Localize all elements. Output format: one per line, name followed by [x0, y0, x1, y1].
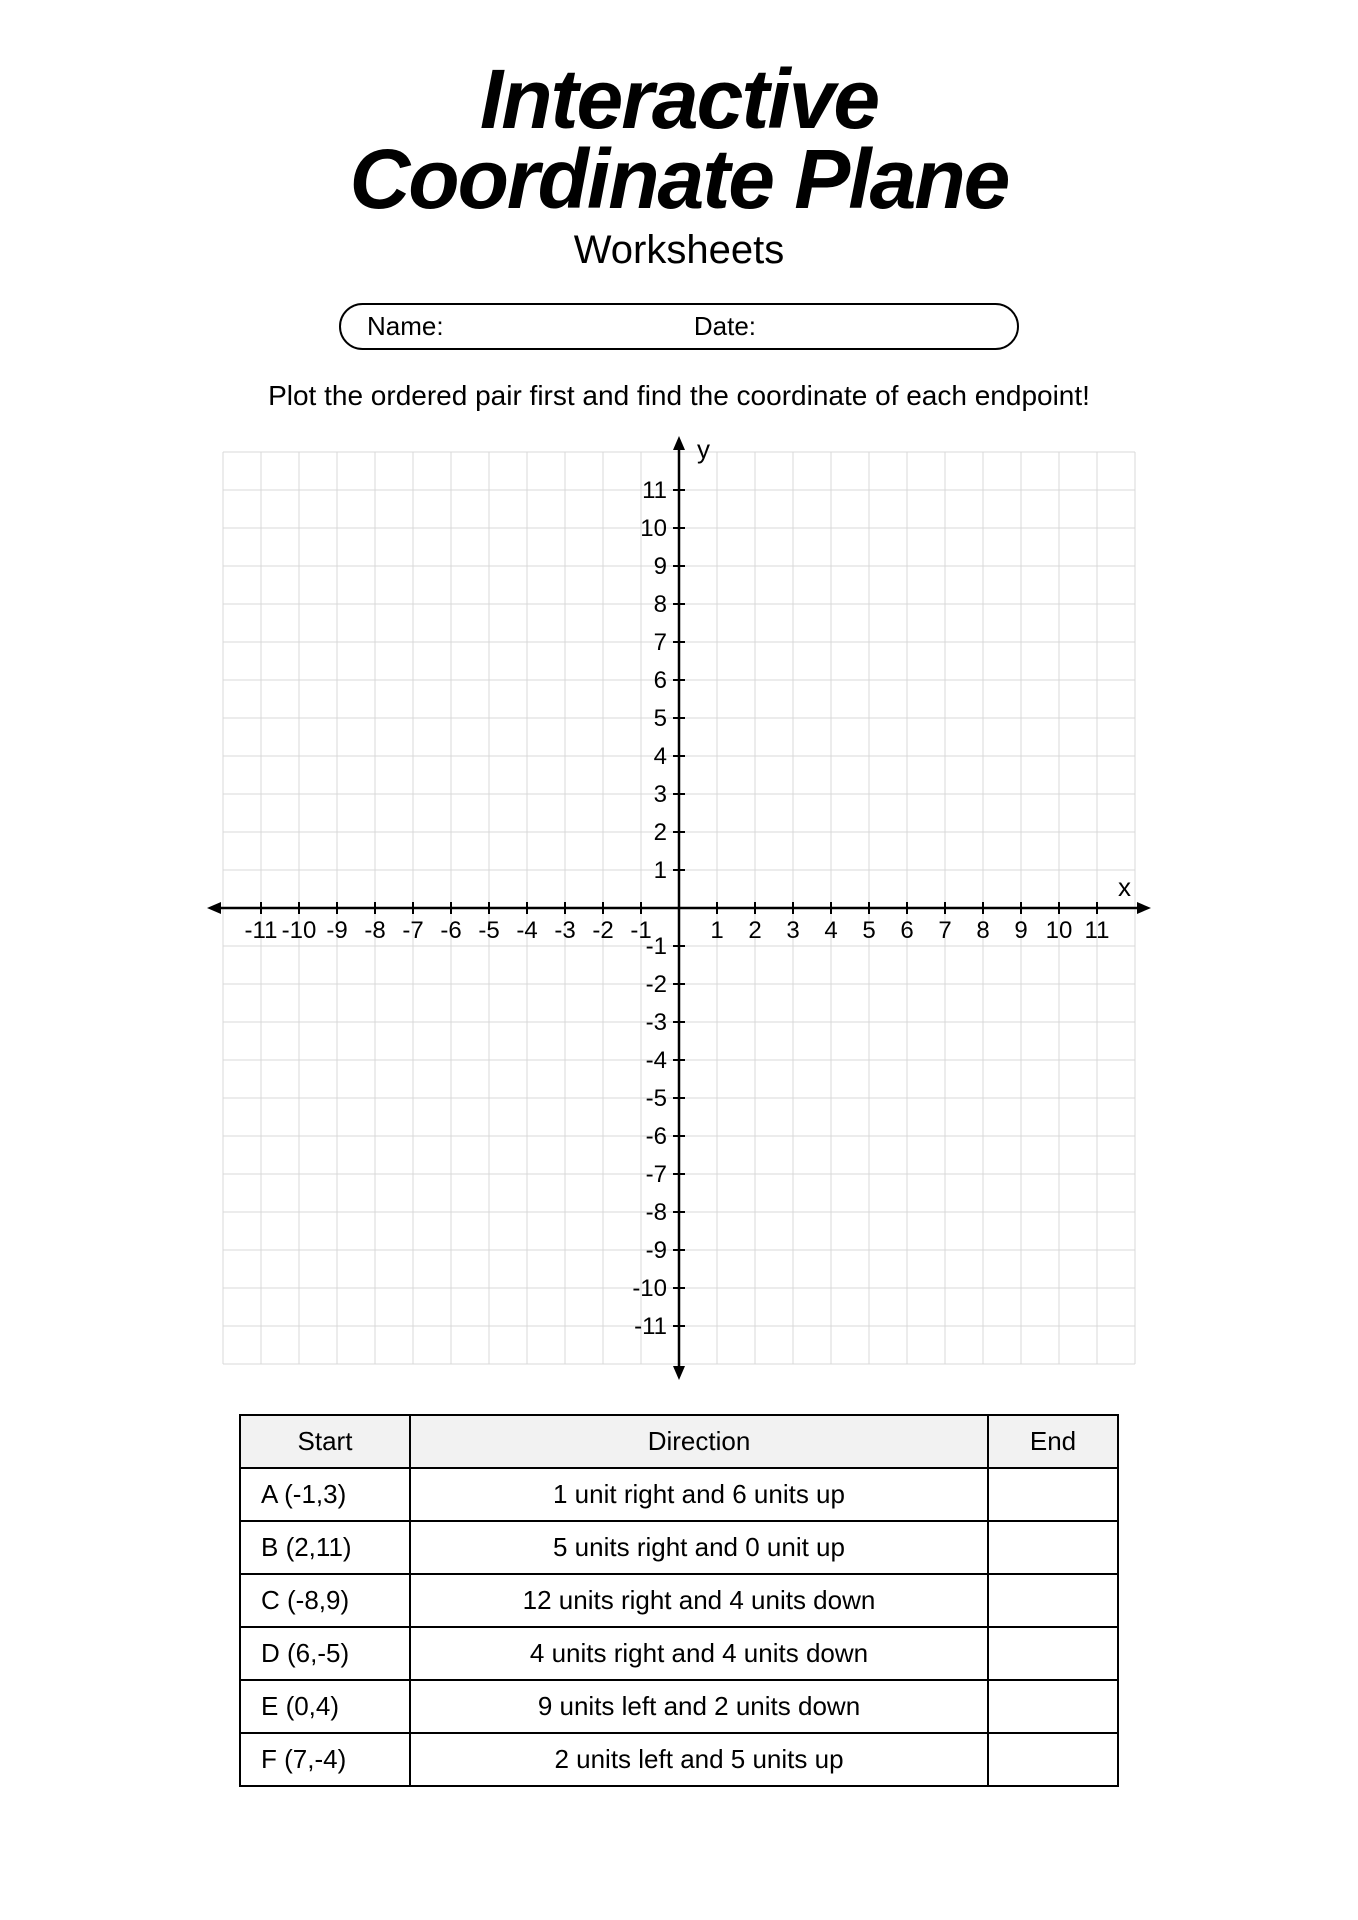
- svg-text:1: 1: [710, 917, 723, 944]
- worksheet-subtitle: Worksheets: [100, 228, 1258, 273]
- svg-text:11: 11: [642, 477, 667, 504]
- svg-text:10: 10: [1046, 917, 1073, 944]
- cell-direction: 1 unit right and 6 units up: [410, 1468, 988, 1521]
- svg-text:5: 5: [862, 917, 875, 944]
- svg-text:3: 3: [786, 917, 799, 944]
- svg-text:-9: -9: [646, 1237, 667, 1264]
- svg-text:-2: -2: [646, 971, 667, 998]
- table-row: C (-8,9)12 units right and 4 units down: [240, 1574, 1118, 1627]
- svg-text:9: 9: [1014, 917, 1027, 944]
- table-header-row: Start Direction End: [240, 1415, 1118, 1468]
- svg-text:1: 1: [654, 857, 667, 884]
- cell-direction: 12 units right and 4 units down: [410, 1574, 988, 1627]
- coordinate-plane: 1110987654321-1-2-3-4-5-6-7-8-9-10-11-11…: [203, 432, 1155, 1384]
- svg-text:4: 4: [654, 743, 667, 770]
- svg-text:y: y: [697, 434, 710, 464]
- cell-end[interactable]: [988, 1574, 1118, 1627]
- svg-text:-7: -7: [402, 917, 423, 944]
- cell-end[interactable]: [988, 1468, 1118, 1521]
- table-row: F (7,-4)2 units left and 5 units up: [240, 1733, 1118, 1786]
- svg-text:7: 7: [938, 917, 951, 944]
- svg-text:-8: -8: [364, 917, 385, 944]
- name-date-bar: Name: Date:: [339, 303, 1019, 350]
- directions-table: Start Direction End A (-1,3)1 unit right…: [239, 1414, 1119, 1787]
- cell-end[interactable]: [988, 1680, 1118, 1733]
- svg-text:-10: -10: [282, 917, 317, 944]
- svg-text:-4: -4: [516, 917, 537, 944]
- svg-text:-7: -7: [646, 1161, 667, 1188]
- table-row: B (2,11)5 units right and 0 unit up: [240, 1521, 1118, 1574]
- cell-direction: 9 units left and 2 units down: [410, 1680, 988, 1733]
- cell-end[interactable]: [988, 1627, 1118, 1680]
- cell-start: B (2,11): [240, 1521, 410, 1574]
- svg-text:10: 10: [640, 515, 667, 542]
- cell-end[interactable]: [988, 1521, 1118, 1574]
- cell-direction: 2 units left and 5 units up: [410, 1733, 988, 1786]
- cell-direction: 4 units right and 4 units down: [410, 1627, 988, 1680]
- worksheet-title: Interactive Coordinate Plane: [100, 60, 1258, 220]
- svg-text:-9: -9: [326, 917, 347, 944]
- cell-start: D (6,-5): [240, 1627, 410, 1680]
- table-row: D (6,-5)4 units right and 4 units down: [240, 1627, 1118, 1680]
- svg-text:6: 6: [900, 917, 913, 944]
- cell-start: F (7,-4): [240, 1733, 410, 1786]
- cell-start: C (-8,9): [240, 1574, 410, 1627]
- table-body: A (-1,3)1 unit right and 6 units upB (2,…: [240, 1468, 1118, 1786]
- svg-text:11: 11: [1085, 917, 1110, 944]
- cell-start: A (-1,3): [240, 1468, 410, 1521]
- svg-text:-6: -6: [646, 1123, 667, 1150]
- svg-text:-8: -8: [646, 1199, 667, 1226]
- svg-text:-2: -2: [592, 917, 613, 944]
- svg-text:3: 3: [654, 781, 667, 808]
- svg-text:-5: -5: [478, 917, 499, 944]
- table-row: A (-1,3)1 unit right and 6 units up: [240, 1468, 1118, 1521]
- svg-text:5: 5: [654, 705, 667, 732]
- svg-text:4: 4: [824, 917, 837, 944]
- title-line-2: Coordinate Plane: [350, 132, 1009, 226]
- svg-text:x: x: [1118, 872, 1131, 902]
- svg-text:-3: -3: [646, 1009, 667, 1036]
- cell-end[interactable]: [988, 1733, 1118, 1786]
- header-start: Start: [240, 1415, 410, 1468]
- header-direction: Direction: [410, 1415, 988, 1468]
- svg-text:-4: -4: [646, 1047, 667, 1074]
- svg-text:-5: -5: [646, 1085, 667, 1112]
- svg-text:-6: -6: [440, 917, 461, 944]
- svg-text:7: 7: [654, 629, 667, 656]
- svg-text:2: 2: [748, 917, 761, 944]
- svg-text:-3: -3: [554, 917, 575, 944]
- svg-text:2: 2: [654, 819, 667, 846]
- svg-text:8: 8: [976, 917, 989, 944]
- table-row: E (0,4)9 units left and 2 units down: [240, 1680, 1118, 1733]
- svg-text:9: 9: [654, 553, 667, 580]
- cell-start: E (0,4): [240, 1680, 410, 1733]
- cell-direction: 5 units right and 0 unit up: [410, 1521, 988, 1574]
- svg-text:-10: -10: [632, 1275, 667, 1302]
- svg-text:6: 6: [654, 667, 667, 694]
- coordinate-plane-container: 1110987654321-1-2-3-4-5-6-7-8-9-10-11-11…: [100, 432, 1258, 1384]
- instruction-text: Plot the ordered pair first and find the…: [100, 380, 1258, 412]
- date-label: Date:: [694, 311, 991, 342]
- svg-text:-1: -1: [630, 917, 651, 944]
- header-end: End: [988, 1415, 1118, 1468]
- svg-text:-11: -11: [634, 1313, 667, 1340]
- svg-text:-11: -11: [245, 917, 278, 944]
- svg-text:8: 8: [654, 591, 667, 618]
- name-label: Name:: [367, 311, 694, 342]
